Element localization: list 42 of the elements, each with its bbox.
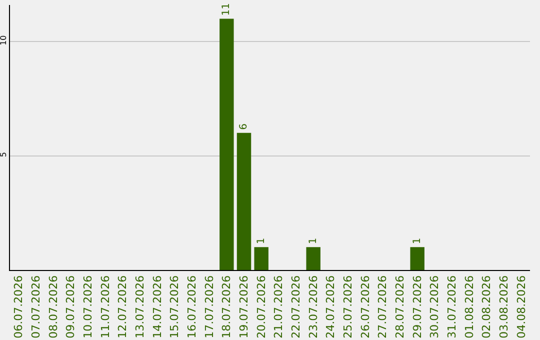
x-tick-label: 22.07.2026 — [290, 275, 303, 338]
data-label: 1 — [256, 238, 267, 244]
x-tick-label: 24.07.2026 — [324, 275, 338, 338]
x-tick-label: 26.07.2026 — [358, 275, 372, 338]
bar — [410, 247, 424, 270]
data-label: 6 — [238, 124, 250, 130]
x-tick-label: 01.08.2026 — [462, 275, 476, 338]
x-tick-label: 14.07.2026 — [150, 275, 164, 338]
x-tick-label: 10.07.2026 — [82, 275, 95, 338]
y-tick-label: 5 — [0, 152, 8, 158]
bar — [254, 247, 268, 270]
x-tick-label: 30.07.2026 — [428, 275, 442, 338]
bar — [236, 132, 252, 270]
x-tick-label: 20.07.2026 — [254, 275, 268, 338]
x-tick-label: 15.07.2026 — [168, 275, 182, 338]
x-tick-label: 12.07.2026 — [116, 275, 130, 338]
x-tick-label: 17.07.2026 — [202, 275, 216, 338]
x-tick-label: 02.08.2026 — [480, 275, 494, 338]
x-tick-label: 11.07.2026 — [98, 275, 112, 338]
x-tick-label: 28.07.2026 — [394, 275, 407, 338]
x-tick-label: 23.07.2026 — [306, 275, 320, 338]
x-tick-label: 18.07.2026 — [220, 275, 234, 338]
x-tick-label: 13.07.2026 — [134, 275, 147, 338]
x-tick-label: 19.07.2026 — [238, 275, 251, 338]
data-label: 1 — [308, 238, 319, 244]
x-tick-label: 21.07.2026 — [272, 275, 286, 338]
y-tick-label: 10 — [0, 35, 8, 46]
x-tick-label: 27.07.2026 — [376, 275, 390, 338]
x-tick-label: 09.07.2026 — [64, 275, 78, 338]
data-label: 1 — [412, 238, 423, 244]
bar — [306, 247, 320, 270]
x-tick-label: 06.07.2026 — [12, 275, 26, 338]
x-tick-label: 16.07.2026 — [186, 275, 199, 338]
x-tick-label: 07.07.2026 — [30, 275, 43, 338]
x-tick-label: 31.07.2026 — [446, 275, 459, 338]
bar — [220, 18, 234, 270]
x-tick-label: 25.07.2026 — [342, 275, 355, 338]
x-tick-label: 29.07.2026 — [410, 275, 424, 338]
x-tick-label: 03.08.2026 — [498, 275, 511, 338]
data-label: 11 — [221, 2, 232, 16]
x-tick-label: 04.08.2026 — [514, 275, 528, 338]
x-tick-label: 08.07.2026 — [46, 275, 60, 338]
